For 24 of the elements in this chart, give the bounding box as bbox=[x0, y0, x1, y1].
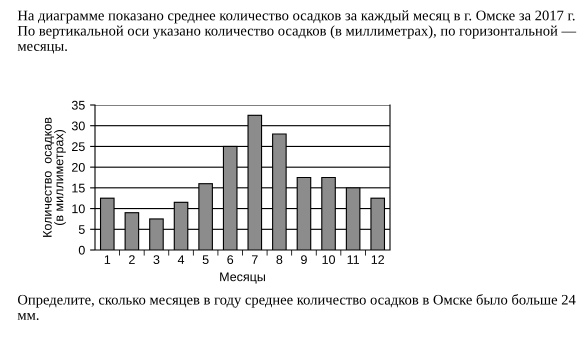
x-tick-label: 12 bbox=[372, 255, 384, 264]
x-tick-label: 10 bbox=[322, 255, 336, 264]
text: Определите, сколько месяцев в году среднее количество осадков в Омске было больше 24 мм. bbox=[18, 294, 576, 320]
y-tick-label: 15 bbox=[72, 184, 85, 193]
x-tick-label: 4 bbox=[178, 255, 184, 264]
x-axis-title: Месяцы bbox=[220, 272, 265, 284]
x-tick-label: 2 bbox=[129, 255, 135, 264]
y-tick-label: 10 bbox=[72, 204, 85, 214]
chart-title: На диаграмме показано среднее количество осадков за каждый месяц в г. Омске за 2017 г. По вертикальной оси указано количество осадков (в миллиметрах), по горизонтальной — месяцы. bbox=[18, 10, 576, 54]
y-tick-label: 20 bbox=[72, 162, 85, 172]
x-tick-label: 9 bbox=[301, 255, 307, 264]
y-tick-label: 0 bbox=[78, 246, 85, 255]
x-tick-label: 11 bbox=[348, 255, 360, 264]
y-axis-title: Количество осадков (в миллиметрах) bbox=[42, 118, 66, 237]
x-tick-label: 1 bbox=[104, 255, 110, 264]
x-tick-label: 8 bbox=[276, 255, 282, 264]
y-tick-label: 35 bbox=[72, 100, 85, 110]
x-tick-label: 7 bbox=[252, 255, 258, 264]
y-tick-label: 5 bbox=[78, 225, 85, 234]
x-tick-label: 5 bbox=[202, 255, 209, 264]
y-tick-label: 30 bbox=[72, 122, 85, 130]
y-tick-label: 25 bbox=[72, 142, 85, 152]
x-tick-label: 6 bbox=[227, 255, 234, 264]
x-tick-label: 3 bbox=[153, 255, 160, 264]
